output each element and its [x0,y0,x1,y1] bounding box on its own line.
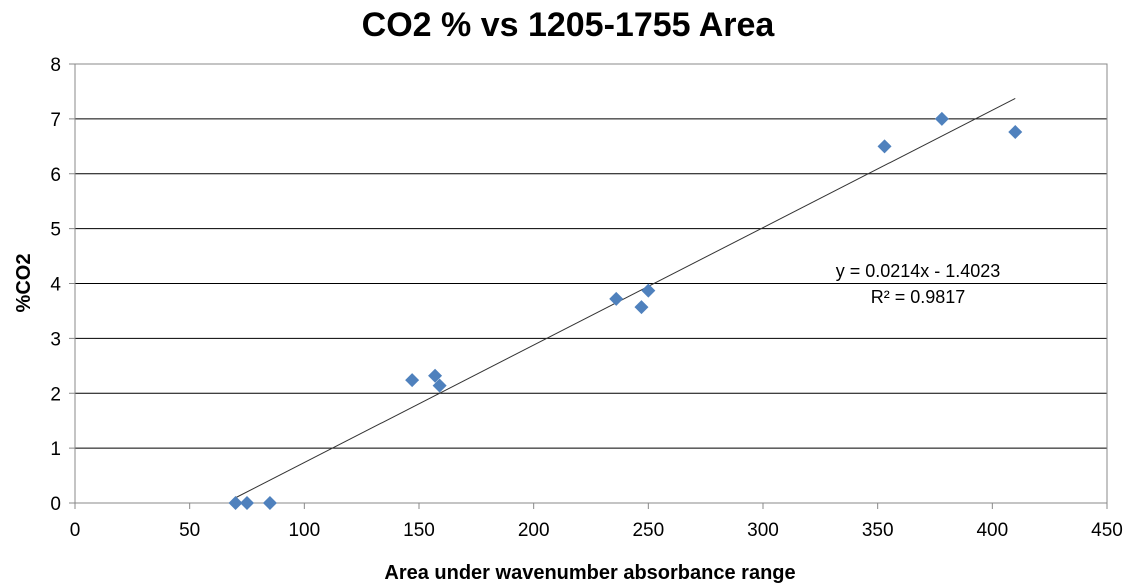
y-tick-label: 0 [50,494,61,515]
x-tick-label: 300 [747,520,779,541]
x-tick-label: 200 [518,520,550,541]
y-tick-label: 7 [50,110,61,131]
data-point [405,373,420,388]
y-tick-label: 3 [50,329,61,350]
y-axis-tick-labels: 0 1 2 3 4 5 6 7 8 [50,55,61,515]
y-axis-label: %CO2 [13,254,35,313]
data-point [240,496,254,510]
y-tick-label: 6 [50,165,61,186]
gridlines [75,118,1107,449]
data-point [432,378,447,393]
data-point [641,283,656,298]
y-tick-label: 4 [50,275,61,296]
x-axis-label: Area under wavenumber absorbance range [384,562,795,584]
x-tick-label: 50 [179,520,200,541]
x-tick-label: 250 [632,520,664,541]
data-point [1008,125,1023,140]
data-point [634,300,649,315]
data-point [609,291,624,306]
y-tick-label: 5 [50,220,61,241]
trendline-group [235,98,1016,499]
x-tick-label: 400 [976,520,1008,541]
y-tick-label: 2 [50,384,61,405]
data-point [228,496,243,510]
data-point [262,496,277,510]
x-axis-tick-labels: 0 50 100 150 200 250 300 350 400 450 [70,520,1123,541]
x-tick-label: 450 [1091,520,1123,541]
x-tick-label: 100 [288,520,320,541]
data-point [934,111,949,126]
y-tick-label: 8 [50,55,61,76]
chart-title: CO2 % vs 1205-1755 Area [362,6,776,44]
x-tick-label: 350 [862,520,894,541]
data-point [428,368,443,383]
trendline-r-squared: R² = 0.9817 [871,287,966,307]
y-tick-label: 1 [50,439,61,460]
trendline-equation: y = 0.0214x - 1.4023 [836,261,1001,281]
x-tick-label: 0 [70,520,81,541]
axis-ticks [69,63,1108,509]
trendline [235,98,1016,499]
data-point [877,139,892,154]
data-points [228,111,1023,510]
x-tick-label: 150 [403,520,435,541]
